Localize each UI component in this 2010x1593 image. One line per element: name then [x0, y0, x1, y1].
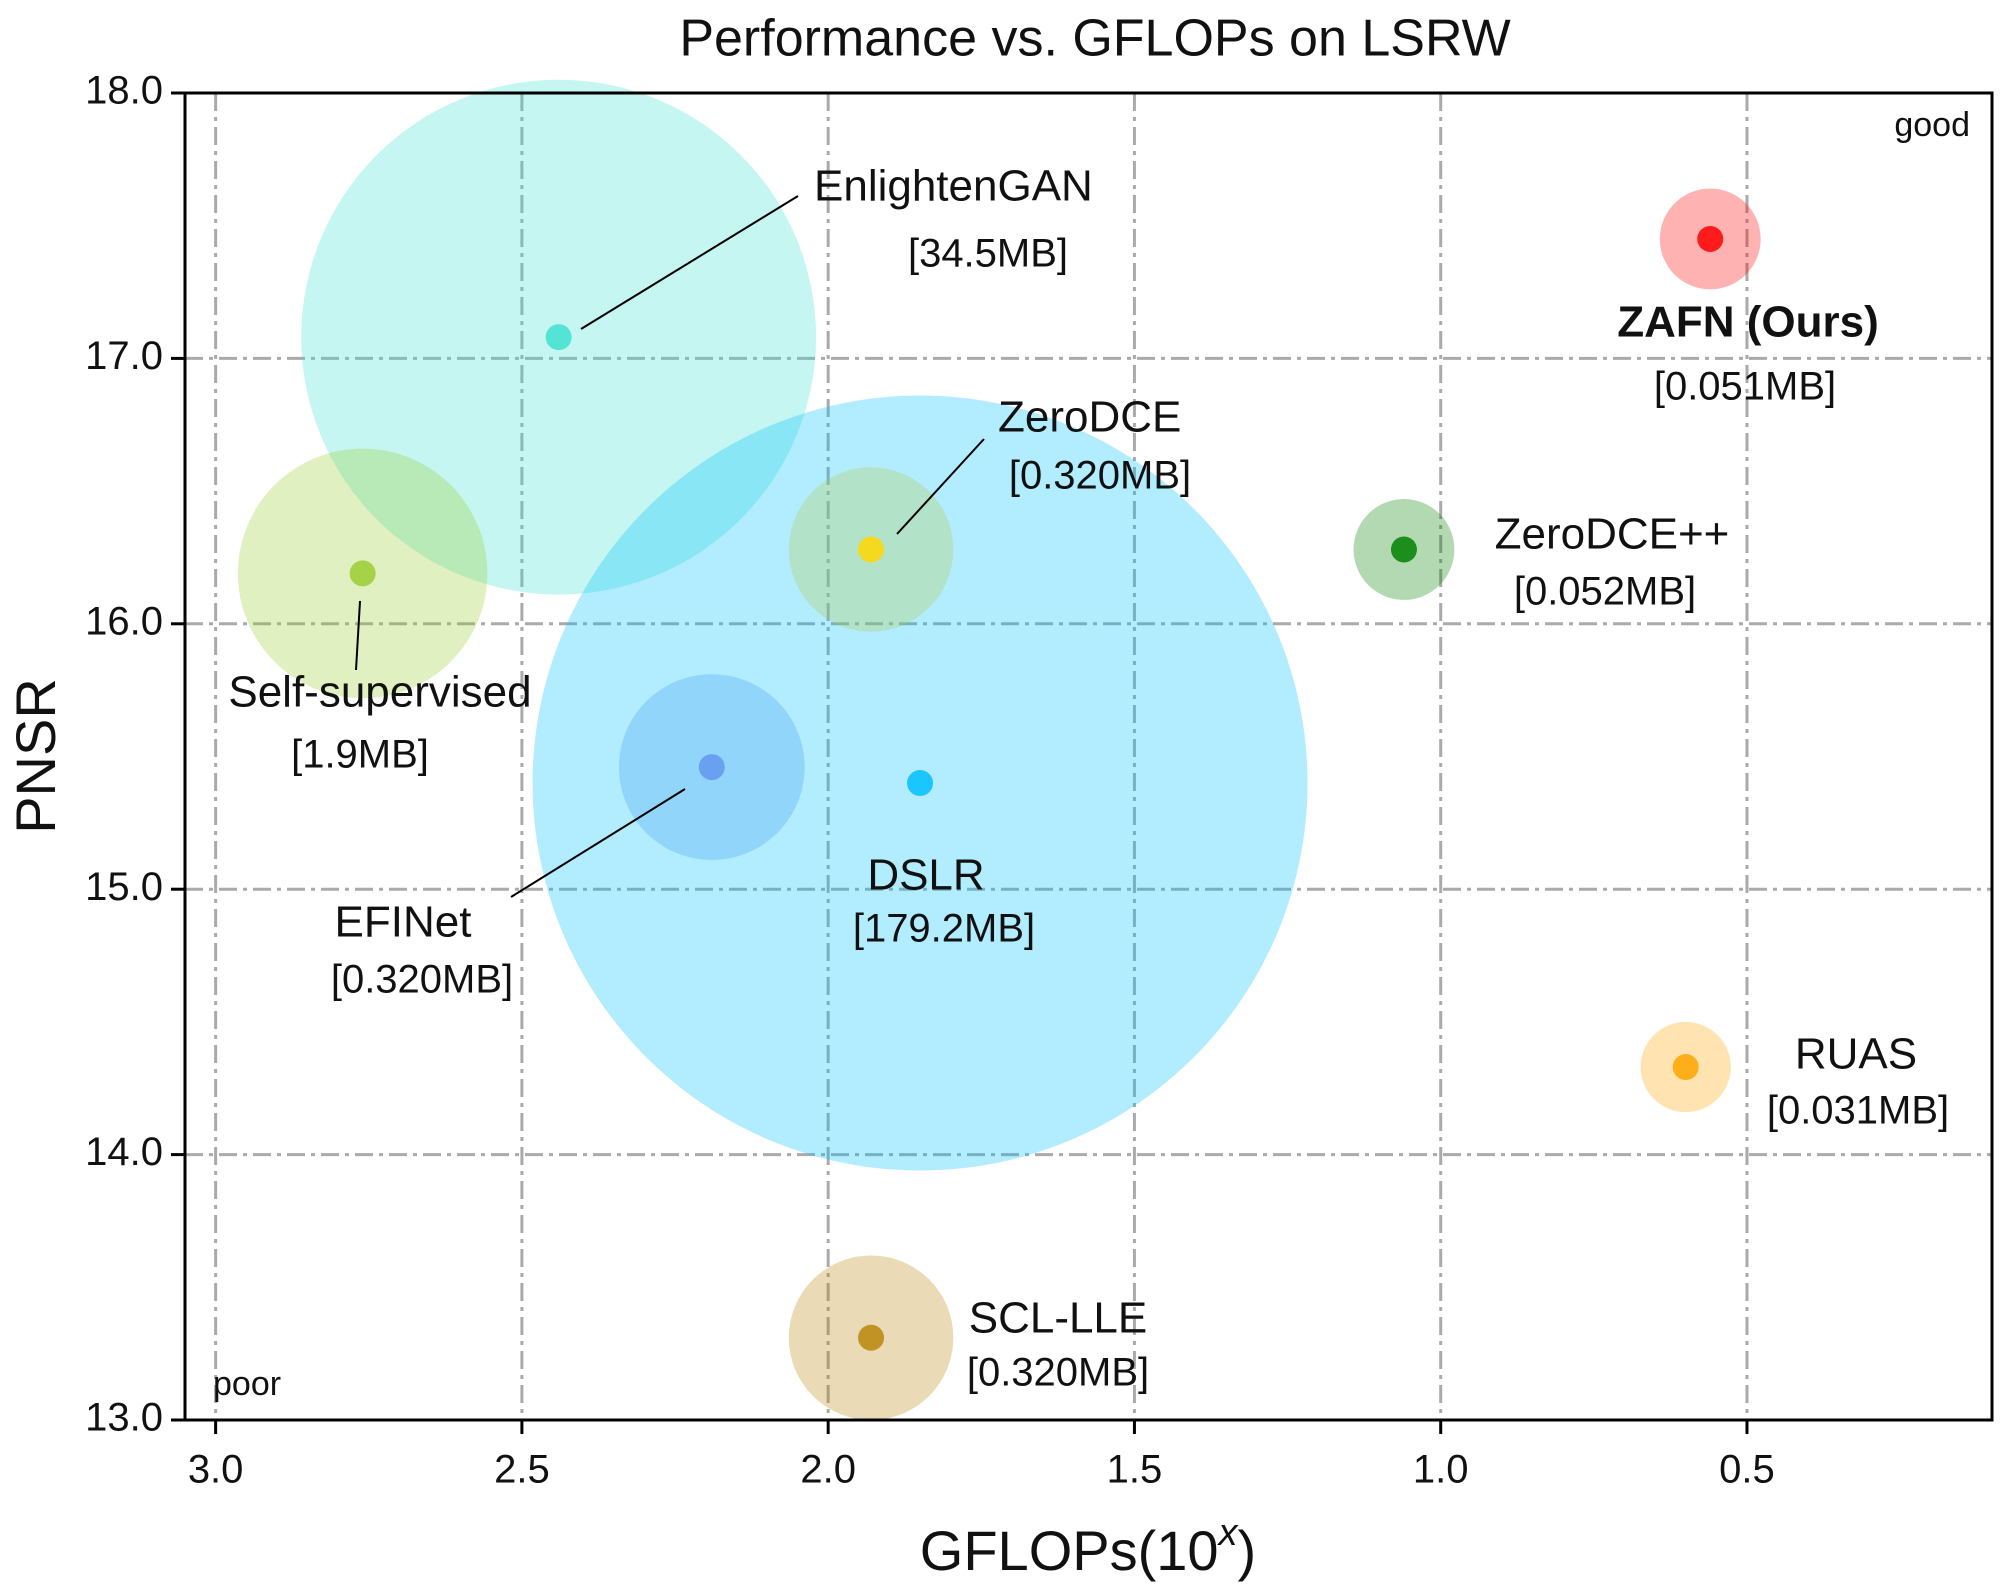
series-name: ZAFN (Ours): [1617, 298, 1879, 347]
size-label: [0.031MB]: [1767, 1089, 1949, 1133]
y-tick-label: 14.0: [85, 1130, 163, 1174]
y-axis-label: PNSR: [4, 678, 67, 834]
point: [698, 754, 725, 781]
y-tick-label: 13.0: [85, 1396, 163, 1440]
size-label: [0.052MB]: [1514, 570, 1696, 614]
x-tick-label: 1.0: [1413, 1448, 1469, 1492]
size-label: [0.320MB]: [331, 958, 513, 1002]
point: [858, 1324, 885, 1351]
point: [1672, 1054, 1699, 1081]
series-name: ZeroDCE: [998, 393, 1181, 442]
series-name: DSLR: [867, 851, 984, 900]
annotation: good: [1894, 106, 1970, 144]
point: [907, 770, 934, 797]
series-name: EFINet: [335, 898, 472, 947]
series-name: Self-supervised: [228, 668, 531, 717]
annotation: poor: [213, 1365, 281, 1403]
x-tick-label: 2.5: [494, 1448, 550, 1492]
y-tick-label: 16.0: [85, 599, 163, 643]
series-name: EnlightenGAN: [814, 162, 1093, 211]
y-tick-label: 17.0: [85, 334, 163, 378]
point: [545, 324, 572, 351]
point: [1390, 536, 1417, 563]
size-label: [0.320MB]: [967, 1351, 1149, 1395]
size-label: [179.2MB]: [853, 907, 1035, 951]
x-axis-label: GFLOPs(10x): [920, 1512, 1256, 1582]
x-tick-label: 2.0: [800, 1448, 856, 1492]
series-name: SCL-LLE: [969, 1294, 1148, 1343]
point: [349, 560, 376, 587]
size-label: [0.051MB]: [1654, 365, 1836, 409]
plot-frame: [183, 91, 1994, 1422]
x-tick-label: 1.5: [1107, 1448, 1163, 1492]
x-tick-label: 0.5: [1719, 1448, 1775, 1492]
leader-line: [355, 600, 361, 671]
size-label: [0.320MB]: [1009, 454, 1191, 498]
point: [1697, 225, 1724, 252]
x-axis-label-sup: x: [1217, 1512, 1240, 1554]
point: [858, 536, 885, 563]
x-axis-label-close: ): [1238, 1519, 1257, 1582]
size-label: [1.9MB]: [291, 733, 429, 777]
size-label: [34.5MB]: [908, 232, 1068, 276]
series-name: ZeroDCE++: [1495, 510, 1730, 559]
y-tick-label: 15.0: [85, 865, 163, 909]
x-axis-label-text: GFLOPs(10: [920, 1519, 1219, 1582]
chart-title: Performance vs. GFLOPs on LSRW: [679, 10, 1510, 68]
x-tick-label: 3.0: [188, 1448, 244, 1492]
leader-line: [510, 788, 686, 898]
leader-line: [580, 195, 799, 330]
leader-line: [896, 438, 985, 535]
series-name: RUAS: [1795, 1030, 1917, 1079]
y-tick-label: 18.0: [85, 69, 163, 113]
